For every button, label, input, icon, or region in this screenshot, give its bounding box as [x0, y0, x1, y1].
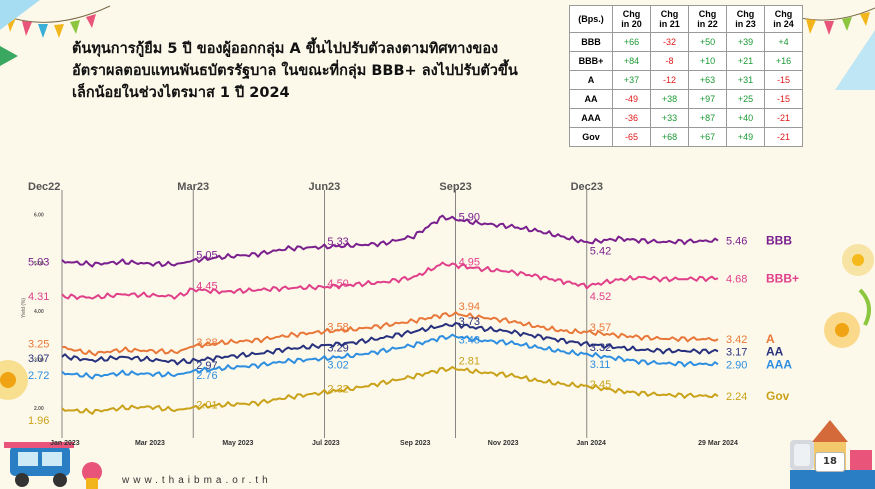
x-tick-label: May 2023 — [222, 440, 253, 447]
decoration-top-left — [0, 0, 111, 66]
y-tick-label: 6.00 — [34, 213, 44, 219]
data-label: 4.52 — [590, 291, 611, 303]
data-label: 3.28 — [196, 337, 217, 349]
table-row: BBB +66 -32 +50 +39 +4 — [569, 32, 803, 52]
decoration-left-flowers — [0, 360, 28, 400]
data-label: 3.25 — [28, 338, 49, 350]
y-tick-label: 2.00 — [34, 406, 44, 412]
data-label: 2.72 — [28, 370, 49, 382]
series-line — [61, 365, 719, 415]
end-value-label: 5.46 — [726, 236, 747, 248]
series-line — [61, 261, 719, 300]
data-label: 1.96 — [28, 415, 49, 427]
decoration-bottom-right-building — [790, 420, 875, 489]
legend-series-name: AA — [766, 344, 784, 358]
data-label: 3.29 — [327, 342, 348, 354]
reference-line-label: Sep23 — [439, 181, 471, 193]
table-row: BBB+ +84 -8 +10 +21 +16 — [569, 51, 803, 71]
series-line — [61, 311, 719, 357]
decoration-bottom-left-tuktuk — [4, 442, 102, 489]
legend-series-name: Gov — [766, 389, 790, 403]
table-header-row: (Bps.) Chg in 20 Chg in 21 Chg in 22 Chg… — [569, 5, 803, 33]
data-label: 3.11 — [590, 359, 611, 371]
yield-change-table: (Bps.) Chg in 20 Chg in 21 Chg in 22 Chg… — [569, 5, 803, 147]
series-line — [61, 333, 719, 380]
table-header-cell: Chg in 20 — [612, 5, 651, 33]
legend-series-name: BBB — [766, 234, 792, 248]
slide-title: ต้นทุนการกู้ยืม 5 ปี ของผู้ออกกลุ่ม A ขึ… — [72, 41, 518, 101]
y-tick-label: 4.00 — [34, 309, 44, 315]
x-tick-label: Nov 2023 — [488, 440, 519, 447]
reference-line-label: Dec22 — [28, 181, 60, 193]
website-footer: www.thaibma.or.th — [122, 475, 272, 486]
table-cell: -65 — [612, 127, 651, 147]
data-label: 5.90 — [459, 211, 480, 223]
data-label: 3.94 — [459, 301, 480, 313]
row-label: Gov — [569, 127, 613, 147]
end-value-label: 3.17 — [726, 346, 747, 358]
data-label: 3.48 — [459, 334, 480, 346]
table-header-cell: Chg in 21 — [650, 5, 689, 33]
x-tick-label: 29 Mar 2024 — [698, 440, 738, 447]
y-tick-label: 3.00 — [34, 358, 44, 364]
table-row: Gov -65 +68 +67 +49 -21 — [569, 127, 803, 147]
reference-line-label: Dec23 — [571, 181, 603, 193]
legend-series-name: AAA — [766, 357, 792, 371]
legend-series-name: A — [766, 332, 775, 346]
y-axis-label: Yield (%) — [21, 298, 27, 318]
decoration-right-flowers — [824, 244, 874, 348]
data-label: 2.01 — [196, 399, 217, 411]
table-cell: +67 — [688, 127, 727, 147]
reference-line-label: Jun23 — [309, 181, 341, 193]
x-tick-label: Jan 2024 — [576, 440, 606, 447]
page-number: 18 — [815, 452, 845, 472]
x-tick-label: Sep 2023 — [400, 440, 430, 447]
x-tick-label: Mar 2023 — [135, 440, 165, 447]
table-cell: -21 — [764, 127, 803, 147]
data-label: 5.42 — [590, 246, 611, 258]
legend-series-name: BBB+ — [766, 271, 799, 285]
data-label: 3.57 — [590, 322, 611, 334]
data-label: 5.05 — [196, 249, 217, 261]
data-label: 3.07 — [28, 353, 49, 365]
data-label: 2.45 — [590, 379, 611, 391]
end-value-label: 4.68 — [726, 273, 747, 285]
end-value-label: 2.90 — [726, 359, 747, 371]
reference-line-label: Mar23 — [177, 181, 209, 193]
series-line — [61, 214, 719, 268]
table-header-cell: Chg in 22 — [688, 5, 727, 33]
data-label: 4.45 — [196, 280, 217, 292]
data-label: 4.95 — [459, 256, 480, 268]
data-label: 2.76 — [196, 370, 217, 382]
x-tick-label: Jul 2023 — [312, 440, 340, 447]
data-label: 4.31 — [28, 291, 49, 303]
data-label: 2.32 — [327, 383, 348, 395]
series-line — [61, 322, 719, 366]
table-cell: +49 — [726, 127, 765, 147]
y-tick-label: 5.00 — [34, 261, 44, 267]
table-header-cell: Chg in 23 — [726, 5, 765, 33]
data-label: 2.81 — [459, 356, 480, 368]
data-label: 3.58 — [327, 321, 348, 333]
x-tick-label: Jan 2023 — [50, 440, 80, 447]
data-label: 3.32 — [590, 342, 611, 354]
data-label: 3.02 — [327, 360, 348, 372]
data-label: 3.73 — [459, 316, 480, 328]
table-header-cell: (Bps.) — [569, 5, 613, 33]
data-label: 4.50 — [327, 278, 348, 290]
data-label: 5.33 — [327, 236, 348, 248]
data-label: 5.03 — [28, 256, 49, 268]
end-value-label: 2.24 — [726, 391, 747, 403]
end-value-label: 3.42 — [726, 334, 747, 346]
